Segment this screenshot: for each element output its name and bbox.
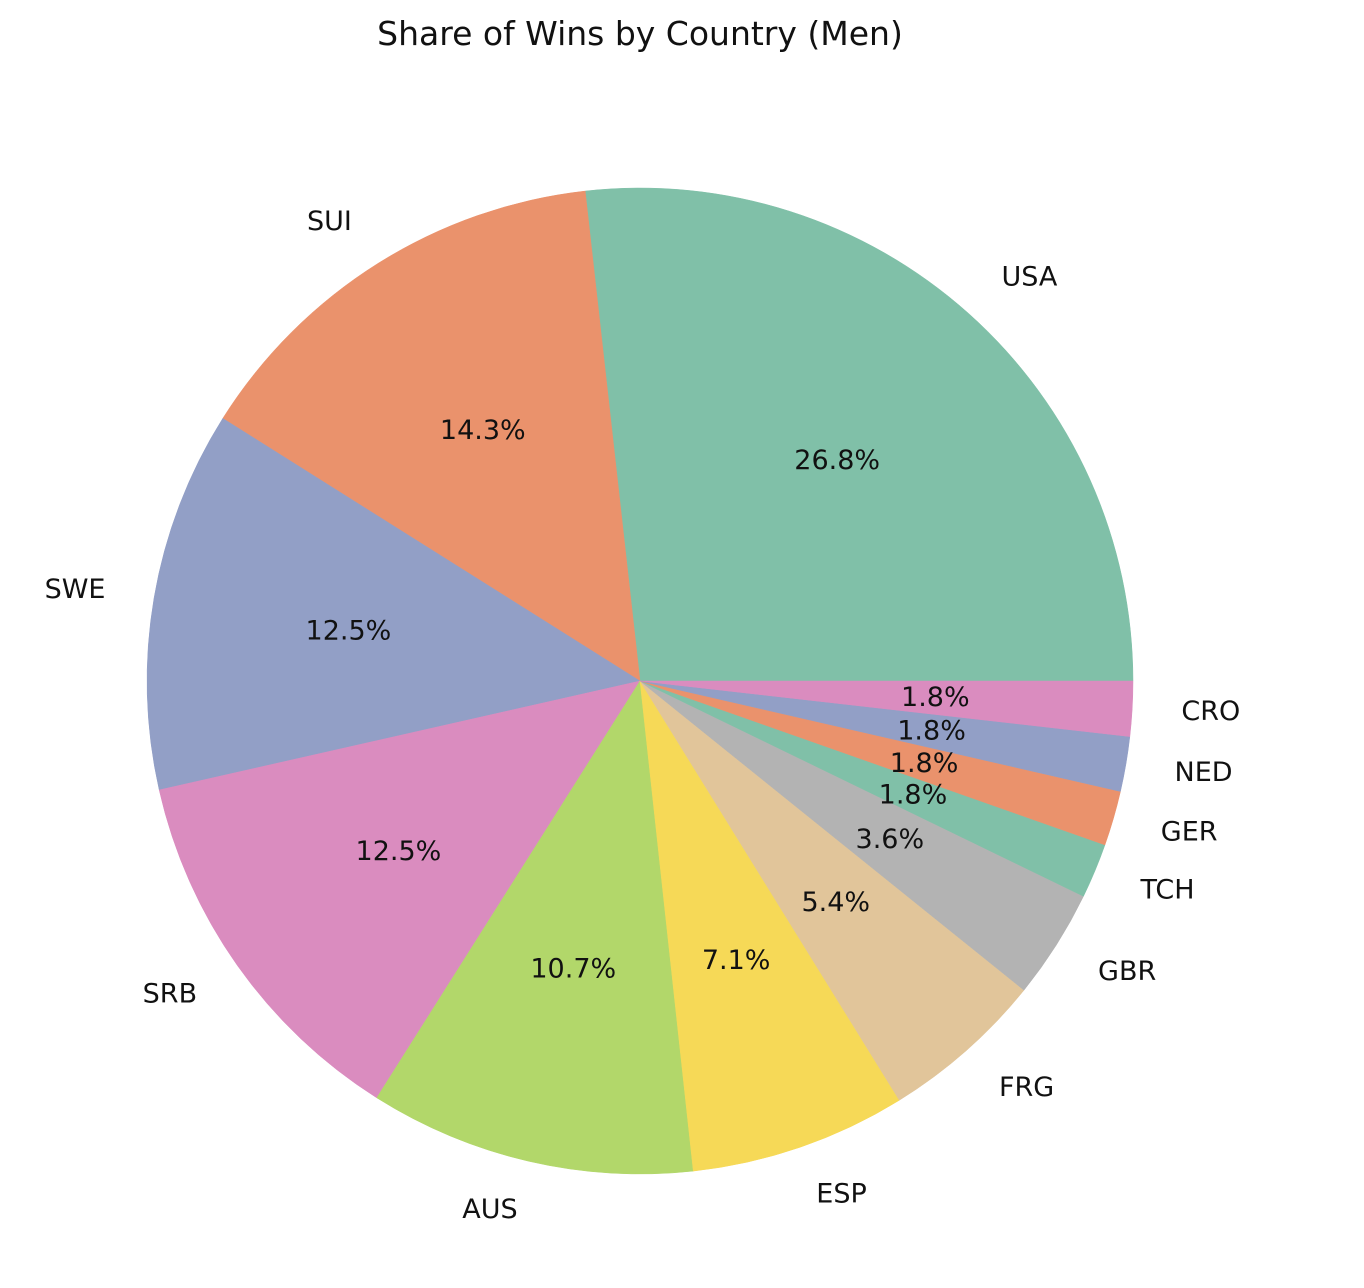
pct-label-sui: 14.3% — [440, 415, 526, 446]
pie-slice-frg — [639, 680, 1025, 1101]
pct-label-aus: 10.7% — [530, 954, 616, 985]
pct-label-frg: 5.4% — [801, 887, 870, 918]
slice-label-ned: NED — [1175, 757, 1233, 788]
slice-label-cro: CRO — [1181, 696, 1240, 727]
pct-label-swe: 12.5% — [306, 616, 392, 647]
pct-label-gbr: 3.6% — [856, 824, 925, 855]
pie-slices — [146, 187, 1134, 1175]
slice-label-usa: USA — [1002, 261, 1058, 292]
pie-slice-aus — [376, 680, 694, 1175]
pct-label-esp: 7.1% — [702, 945, 771, 976]
pct-label-srb: 12.5% — [356, 836, 442, 867]
slice-label-aus: AUS — [462, 1194, 517, 1225]
pie-slice-sui — [222, 190, 641, 682]
pct-label-ger: 1.8% — [890, 748, 959, 779]
pct-label-tch: 1.8% — [879, 779, 948, 810]
pie-slice-cro — [639, 680, 1134, 737]
chart-title: Share of Wins by Country (Men) — [377, 14, 903, 53]
pie-slice-srb — [158, 680, 641, 1099]
slice-label-sui: SUI — [307, 206, 352, 237]
slice-label-tch: TCH — [1139, 874, 1194, 905]
pct-label-ned: 1.8% — [897, 715, 966, 746]
pie-slice-swe — [146, 418, 641, 791]
slice-label-ger: GER — [1161, 817, 1218, 848]
slice-label-gbr: GBR — [1098, 956, 1156, 987]
slice-label-frg: FRG — [999, 1072, 1054, 1103]
pie-slice-esp — [639, 680, 900, 1172]
pie-slice-usa — [584, 187, 1134, 682]
slice-label-swe: SWE — [45, 574, 106, 605]
slice-label-srb: SRB — [143, 978, 197, 1009]
pie-labels: USA 26.8% SUI 14.3% SWE 12.5% SRB 12.5% AUS 10.7%… — [45, 206, 1241, 1225]
pct-label-usa: 26.8% — [794, 445, 880, 476]
slice-label-esp: ESP — [816, 1178, 866, 1209]
pct-label-cro: 1.8% — [901, 682, 970, 713]
